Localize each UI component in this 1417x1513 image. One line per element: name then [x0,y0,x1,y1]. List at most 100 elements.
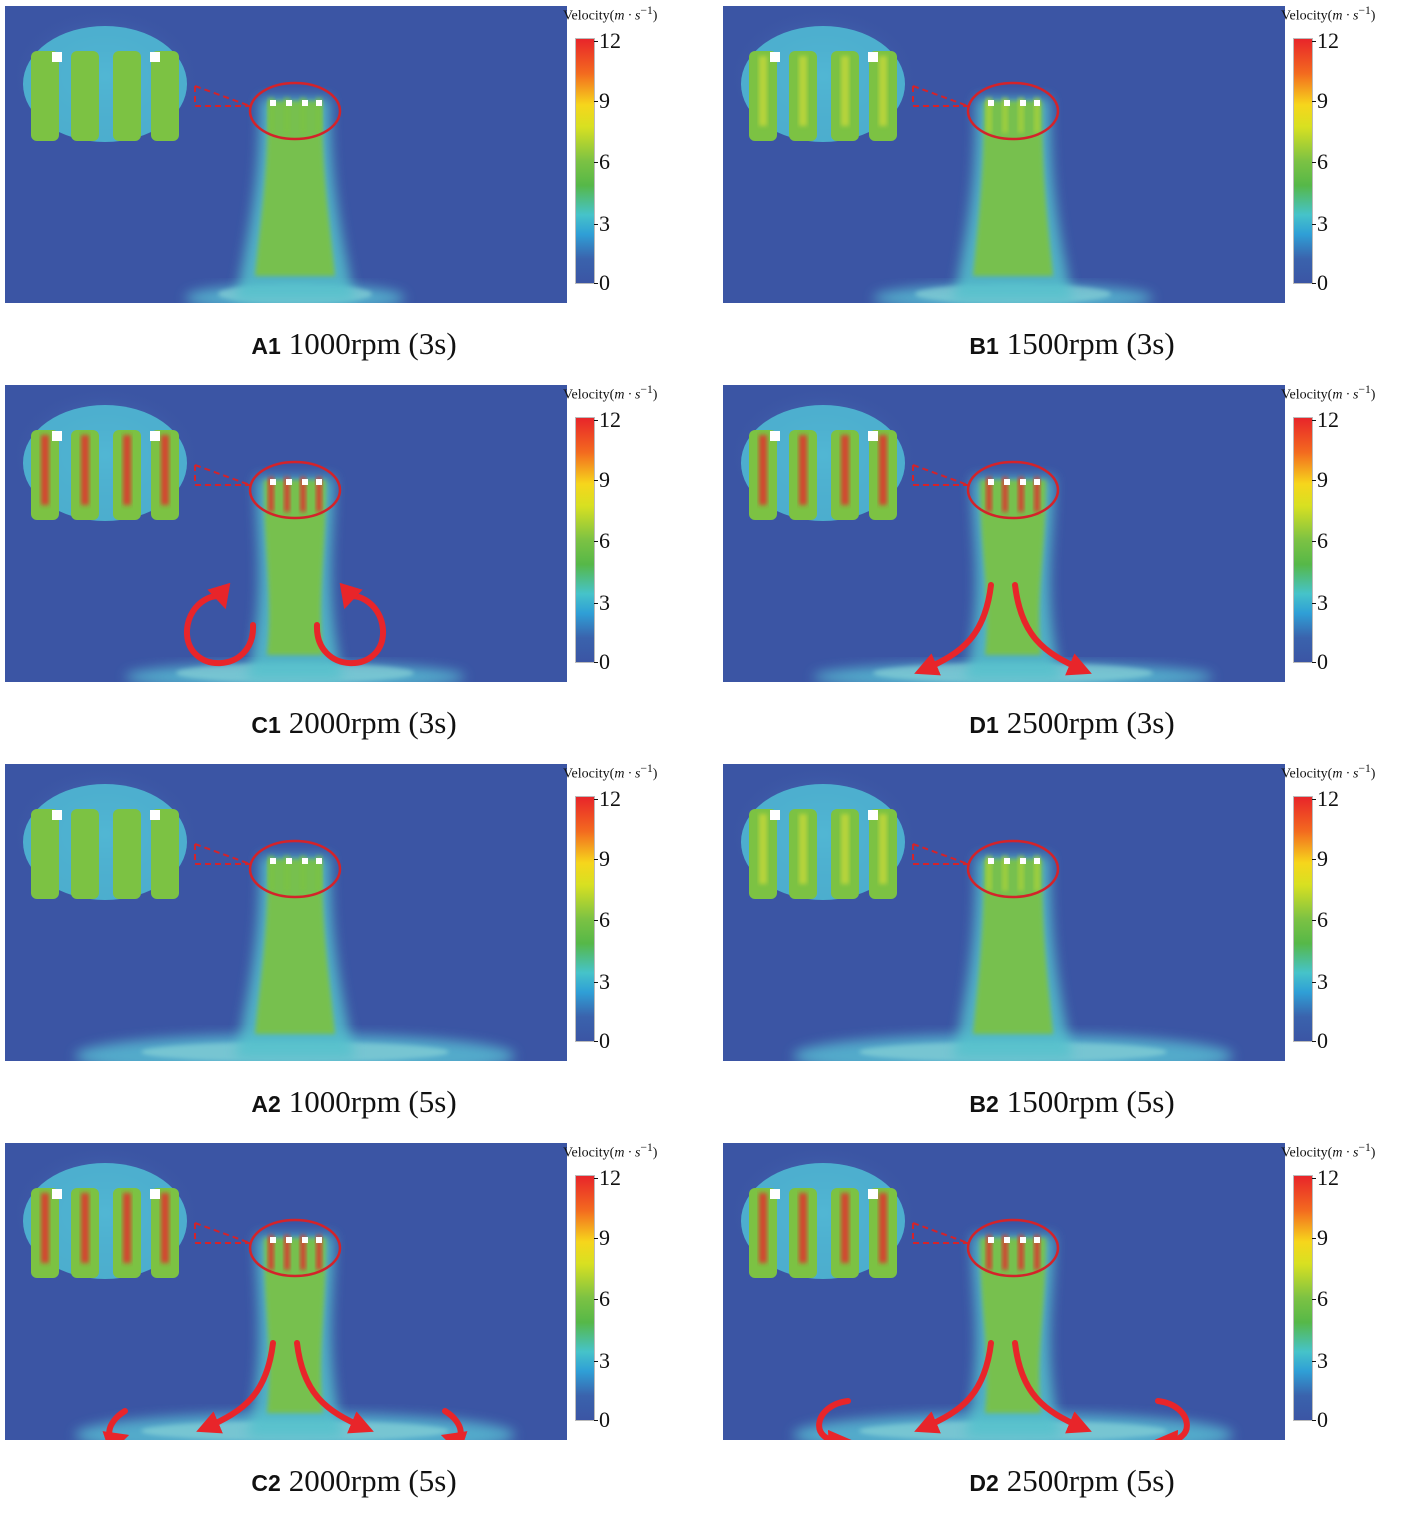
zoom-inset [728,1145,1060,1281]
zoom-inset [728,766,1060,902]
colorbar-tick-label: 0 [1312,1407,1328,1432]
colorbar-title: Velocity(m · s−1) [563,762,658,782]
colorbar-tick-label: 3 [1312,590,1328,615]
colorbar-tick-label: 12 [594,407,621,432]
downwash-jet [247,1235,343,1438]
colorbar-tick-label: 3 [594,590,610,615]
colorbar-tick-label: 12 [594,1165,621,1190]
panel-condition: 1500rpm (3s) [1006,326,1175,361]
panel-condition: 1500rpm (5s) [1006,1084,1175,1119]
panel-label: A2 [251,1091,281,1117]
panel-caption: C1 2000rpm (3s) [0,705,708,741]
colorbar [1293,38,1313,284]
colorbar-tick-label: 9 [1312,846,1328,871]
panel-condition: 2000rpm (5s) [288,1463,457,1498]
colorbar-tick-label: 12 [1312,407,1339,432]
velocity-contour-plot [5,6,567,303]
colorbar-tick-label: 0 [1312,1028,1328,1053]
velocity-contour-plot [5,1143,567,1440]
velocity-contour-plot [723,1143,1285,1440]
panel-caption: B1 1500rpm (3s) [718,326,1417,362]
vortex-arrows [816,1340,1190,1440]
colorbar-tick-label: 12 [1312,1165,1339,1190]
colorbar-tick-label: 6 [1312,149,1328,174]
colorbar-tick-label: 6 [1312,907,1328,932]
colorbar-tick-label: 9 [1312,467,1328,492]
downwash-jet [965,477,1061,680]
colorbar-tick-label: 0 [1312,270,1328,295]
colorbar-tick-label: 9 [594,846,610,871]
downwash-jet [235,856,355,1059]
colorbar-tick-label: 12 [594,28,621,53]
colorbar-tick-label: 3 [1312,1348,1328,1373]
colorbar-title: Velocity(m · s−1) [563,4,658,24]
downwash-jet [965,1235,1061,1438]
colorbar-tick-label: 12 [1312,28,1339,53]
velocity-contour-plot [723,764,1285,1061]
zoom-inset [10,766,342,902]
figure-panel-c1: Velocity(m · s−1) 12 9 6 3 0 C1 2000rpm (3s) [0,379,708,755]
panel-label: D1 [969,712,999,738]
colorbar-title: Velocity(m · s−1) [1281,4,1376,24]
colorbar-tick-label: 0 [594,1407,610,1432]
colorbar-tick-label: 0 [594,270,610,295]
panel-label: C2 [251,1470,281,1496]
panel-caption: D1 2500rpm (3s) [718,705,1417,741]
colorbar-title: Velocity(m · s−1) [563,1141,658,1161]
colorbar-title: Velocity(m · s−1) [1281,1141,1376,1161]
figure-panel-c2: Velocity(m · s−1) 12 9 6 3 0 C2 2000rpm (5s) [0,1137,708,1513]
panel-label: B2 [969,1091,999,1117]
colorbar [1293,1175,1313,1421]
figure-panel-d2: Velocity(m · s−1) 12 9 6 3 0 D2 2500rpm (5s) [718,1137,1417,1513]
velocity-contour-plot [5,385,567,682]
zoom-inset [10,1145,342,1281]
panel-caption: A2 1000rpm (5s) [0,1084,708,1120]
colorbar-title: Velocity(m · s−1) [1281,762,1376,782]
colorbar [1293,796,1313,1042]
vortex-arrows [183,582,387,667]
panel-label: D2 [969,1470,999,1496]
colorbar-tick-label: 6 [594,907,610,932]
figure-panel-b1: Velocity(m · s−1) 12 9 6 3 0 B1 1500rpm (3s) [718,0,1417,376]
colorbar-tick-label: 6 [1312,1286,1328,1311]
colorbar-tick-label: 12 [1312,786,1339,811]
colorbar-tick-label: 0 [594,1028,610,1053]
colorbar-tick-label: 6 [594,1286,610,1311]
colorbar-tick-label: 9 [1312,1225,1328,1250]
colorbar-tick-label: 9 [1312,88,1328,113]
zoom-inset [10,387,342,523]
colorbar-tick-label: 12 [594,786,621,811]
colorbar-tick-label: 6 [1312,528,1328,553]
panel-condition: 2500rpm (3s) [1006,705,1175,740]
downwash-jet [953,856,1073,1059]
downwash-jet [953,98,1073,301]
velocity-contour-plot [5,764,567,1061]
colorbar [575,1175,595,1421]
panel-label: B1 [969,333,999,359]
panel-caption: B2 1500rpm (5s) [718,1084,1417,1120]
colorbar-tick-label: 0 [594,649,610,674]
velocity-contour-plot [723,6,1285,303]
velocity-contour-plot [723,385,1285,682]
figure-panel-b2: Velocity(m · s−1) 12 9 6 3 0 B2 1500rpm (5s) [718,758,1417,1134]
zoom-inset [10,8,342,144]
figure-panel-a1: Velocity(m · s−1) 12 9 6 3 0 A1 1000rpm (3s) [0,0,708,376]
vortex-arrows [914,582,1092,676]
colorbar [575,796,595,1042]
colorbar-tick-label: 9 [594,1225,610,1250]
panel-condition: 1000rpm (3s) [288,326,457,361]
panel-caption: C2 2000rpm (5s) [0,1463,708,1499]
colorbar [575,417,595,663]
zoom-inset [728,8,1060,144]
figure-panel-a2: Velocity(m · s−1) 12 9 6 3 0 A2 1000rpm (5s) [0,758,708,1134]
colorbar-tick-label: 3 [1312,969,1328,994]
vortex-arrows [102,1340,468,1440]
colorbar-tick-label: 9 [594,88,610,113]
panel-caption: A1 1000rpm (3s) [0,326,708,362]
panel-condition: 2000rpm (3s) [288,705,457,740]
colorbar-tick-label: 9 [594,467,610,492]
colorbar-tick-label: 6 [594,149,610,174]
colorbar [575,38,595,284]
colorbar-title: Velocity(m · s−1) [563,383,658,403]
colorbar-tick-label: 3 [594,1348,610,1373]
